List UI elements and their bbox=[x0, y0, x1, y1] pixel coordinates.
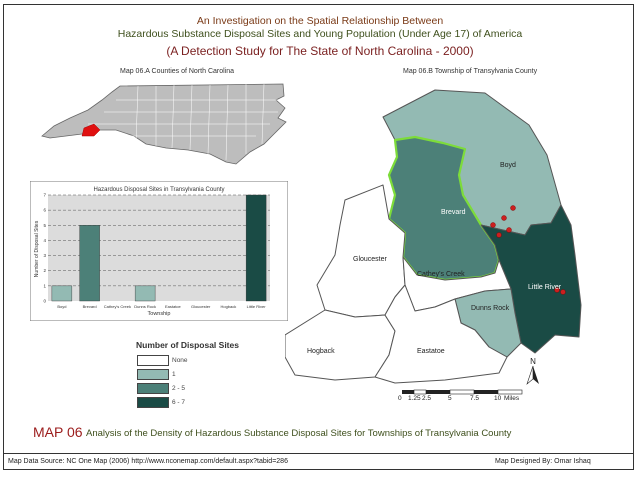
chart-x-tick-label: Hogback bbox=[220, 304, 236, 309]
transylvania-map-label: Map 06.B Township of Transylvania County bbox=[403, 68, 538, 75]
scale-bar bbox=[402, 389, 523, 395]
scale-tick: 5 bbox=[448, 395, 452, 402]
chart-bar bbox=[79, 225, 100, 302]
footer-divider bbox=[3, 453, 634, 454]
chart-y-tick-label: 5 bbox=[43, 223, 46, 228]
nc-county-lines bbox=[88, 83, 278, 161]
chart-y-tick-label: 6 bbox=[43, 208, 46, 213]
north-label: N bbox=[530, 357, 536, 366]
data-source: Map Data Source: NC One Map (2006) http:… bbox=[8, 458, 288, 465]
scale-tick: 10 bbox=[494, 395, 502, 402]
disposal-site-marker bbox=[496, 232, 502, 238]
township-label-boyd: Boyd bbox=[500, 162, 516, 169]
township-label-dunns-rock: Dunns Rock bbox=[471, 305, 510, 312]
disposal-site-marker bbox=[506, 227, 512, 233]
legend-title: Number of Disposal Sites bbox=[136, 340, 239, 350]
township-little-river bbox=[480, 204, 582, 354]
chart-title: Hazardous Disposal Sites in Transylvania… bbox=[93, 187, 224, 193]
disposal-site-marker bbox=[501, 215, 507, 221]
subtitle: (A Detection Study for The State of Nort… bbox=[166, 44, 474, 58]
scale-tick: 2.5 bbox=[422, 395, 432, 402]
township-label-gloucester: Gloucester bbox=[353, 256, 388, 263]
chart-x-tick-label: Cathey's Creek bbox=[104, 304, 131, 309]
map-id: MAP 06 bbox=[33, 424, 83, 440]
disposal-sites-bar-chart: Hazardous Disposal Sites in Transylvania… bbox=[30, 181, 288, 321]
map-frame bbox=[3, 4, 634, 470]
disposal-site-marker bbox=[510, 205, 516, 211]
township-label-eastatoe: Eastatoe bbox=[417, 348, 445, 355]
township-label-little-river: Little River bbox=[528, 284, 562, 291]
nc-state-map bbox=[41, 83, 287, 165]
legend-swatch-2-5 bbox=[137, 383, 169, 394]
chart-x-axis-label: Township bbox=[148, 311, 171, 317]
north-arrow-icon: N bbox=[526, 357, 539, 385]
title-line-2: Hazardous Substance Disposal Sites and Y… bbox=[117, 28, 523, 40]
chart-bar bbox=[245, 194, 267, 302]
chart-bar bbox=[134, 285, 156, 302]
legend-item-6-7: 6 - 7 bbox=[137, 397, 185, 408]
township-label-brevard: Brevard bbox=[441, 209, 466, 216]
chart-y-tick-label: 1 bbox=[43, 283, 46, 288]
legend-item-2-5: 2 - 5 bbox=[137, 383, 185, 394]
legend-label: None bbox=[172, 357, 188, 364]
legend-label: 1 bbox=[172, 371, 176, 378]
chart-y-axis-label: Number of Disposal Sites bbox=[34, 220, 40, 277]
legend-swatch-6-7 bbox=[137, 397, 169, 408]
disposal-site-marker bbox=[554, 287, 560, 293]
map-description: Analysis of the Density of Hazardous Sub… bbox=[86, 428, 512, 439]
transylvania-township-map: Boyd Brevard Gloucester Cathey's Creek L… bbox=[285, 89, 582, 384]
chart-x-tick-label: Boyd bbox=[57, 304, 66, 309]
disposal-site-markers bbox=[490, 205, 566, 295]
chart-x-tick-label: Eastatoe bbox=[165, 304, 182, 309]
legend-label: 6 - 7 bbox=[172, 399, 186, 406]
title-line-1: An Investigation on the Spatial Relation… bbox=[196, 15, 444, 27]
chart-x-tick-label: Little River bbox=[247, 304, 267, 309]
scale-tick: 0 bbox=[398, 395, 402, 402]
chart-bar bbox=[51, 285, 73, 302]
legend-label: 2 - 5 bbox=[172, 385, 186, 392]
nc-inset-label: Map 06.A Counties of North Carolina bbox=[120, 68, 235, 75]
township-labels: Boyd Brevard Gloucester Cathey's Creek L… bbox=[307, 162, 562, 355]
township-label-hogback: Hogback bbox=[307, 348, 335, 355]
scale-tick: 1.25 bbox=[408, 395, 421, 402]
scale-tick: 7.5 bbox=[470, 395, 480, 402]
township-label-catheys-creek: Cathey's Creek bbox=[417, 271, 465, 278]
legend-item-none: None bbox=[137, 355, 188, 366]
chart-x-tick-label: Gloucester bbox=[191, 304, 211, 309]
legend-swatch-1 bbox=[137, 369, 169, 380]
chart-y-tick-label: 0 bbox=[43, 299, 46, 304]
chart-y-tick-label: 3 bbox=[43, 253, 46, 258]
scale-unit: Miles bbox=[504, 395, 520, 402]
map-designer: Map Designed By: Omar Ishaq bbox=[495, 458, 591, 465]
chart-x-tick-label: Dunns Rock bbox=[134, 304, 156, 309]
chart-y-tick-label: 2 bbox=[43, 268, 46, 273]
township-hogback bbox=[285, 309, 396, 381]
chart-y-tick-label: 4 bbox=[43, 238, 46, 243]
chart-x-tick-label: Brevard bbox=[83, 304, 97, 309]
legend-item-1: 1 bbox=[137, 369, 176, 380]
chart-y-tick-label: 7 bbox=[43, 193, 46, 198]
legend-swatch-none bbox=[137, 355, 169, 366]
disposal-site-marker bbox=[560, 289, 566, 295]
disposal-site-marker bbox=[490, 222, 496, 228]
township-eastatoe bbox=[374, 284, 508, 384]
transylvania-county-highlight bbox=[81, 123, 101, 137]
